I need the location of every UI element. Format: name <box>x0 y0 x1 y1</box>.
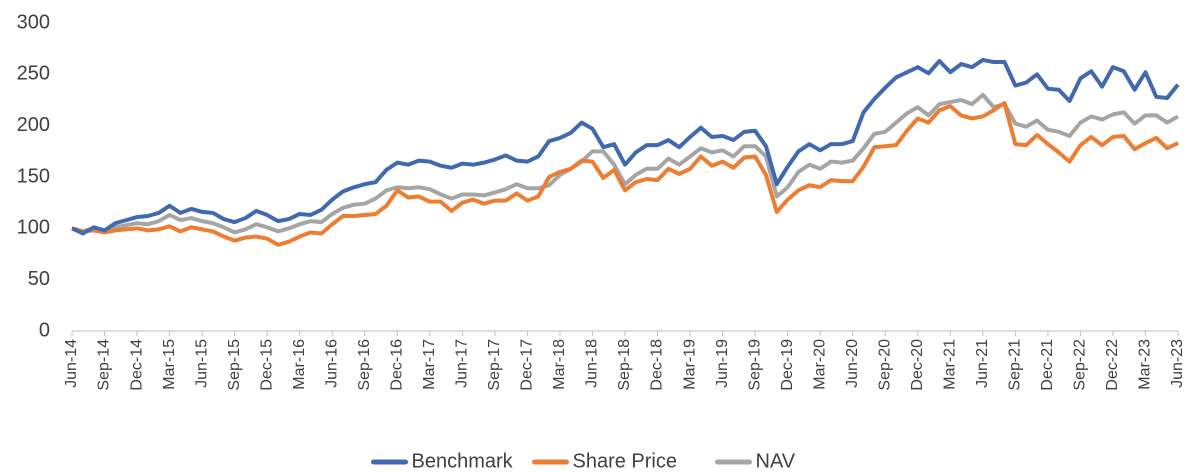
legend-label: NAV <box>756 450 796 472</box>
x-tick-label: Jun-18 <box>584 339 601 388</box>
x-tick-label: Dec-21 <box>1039 339 1056 391</box>
x-tick-label: Jun-16 <box>323 339 340 388</box>
x-tick-label: Dec-20 <box>909 339 926 391</box>
x-tick-label: Dec-18 <box>649 339 666 391</box>
y-tick-label: 200 <box>17 114 50 136</box>
x-tick-label: Dec-22 <box>1104 339 1121 391</box>
x-tick-label: Dec-19 <box>779 339 796 391</box>
x-tick-label: Jun-23 <box>1169 339 1186 388</box>
x-tick-label: Jun-19 <box>714 339 731 388</box>
legend-label: Benchmark <box>412 450 514 472</box>
y-tick-label: 150 <box>17 165 50 187</box>
x-tick-label: Mar-20 <box>811 339 828 390</box>
series-line <box>71 101 1179 247</box>
x-tick-label: Sep-21 <box>1007 339 1024 391</box>
x-tick-label: Jun-20 <box>844 339 861 388</box>
x-tick-label: Mar-17 <box>421 339 438 390</box>
x-tick-label: Dec-16 <box>389 339 406 391</box>
y-tick-label: 250 <box>17 63 50 85</box>
x-tick-label: Mar-18 <box>551 339 568 390</box>
series-line <box>71 92 1179 235</box>
series-line <box>71 57 1180 236</box>
x-tick-label: Sep-17 <box>486 339 503 391</box>
x-tick-label: Dec-15 <box>258 339 275 391</box>
x-tick-label: Jun-17 <box>454 339 471 388</box>
x-tick-label: Dec-14 <box>128 339 145 391</box>
x-tick-label: Sep-22 <box>1072 339 1089 391</box>
y-tick-label: 300 <box>17 11 50 33</box>
legend-label: Share Price <box>573 450 678 472</box>
x-tick-label: Jun-21 <box>974 339 991 388</box>
x-tick-label: Sep-20 <box>876 339 893 391</box>
x-tick-label: Sep-19 <box>746 339 763 391</box>
x-tick-label: Dec-17 <box>519 339 536 391</box>
x-tick-label: Sep-15 <box>226 339 243 391</box>
x-tick-label: Sep-14 <box>96 339 113 391</box>
x-tick-label: Mar-16 <box>291 339 308 390</box>
x-tick-label: Sep-18 <box>616 339 633 391</box>
y-tick-label: 100 <box>17 217 50 239</box>
x-tick-label: Mar-19 <box>681 339 698 390</box>
x-tick-label: Jun-15 <box>193 339 210 388</box>
x-tick-label: Mar-15 <box>161 339 178 390</box>
x-tick-label: Mar-23 <box>1137 339 1154 390</box>
x-tick-label: Mar-21 <box>942 339 959 390</box>
y-tick-label: 50 <box>28 268 50 290</box>
y-tick-label: 0 <box>39 319 50 341</box>
x-tick-label: Sep-16 <box>356 339 373 391</box>
x-tick-label: Jun-14 <box>63 339 80 388</box>
